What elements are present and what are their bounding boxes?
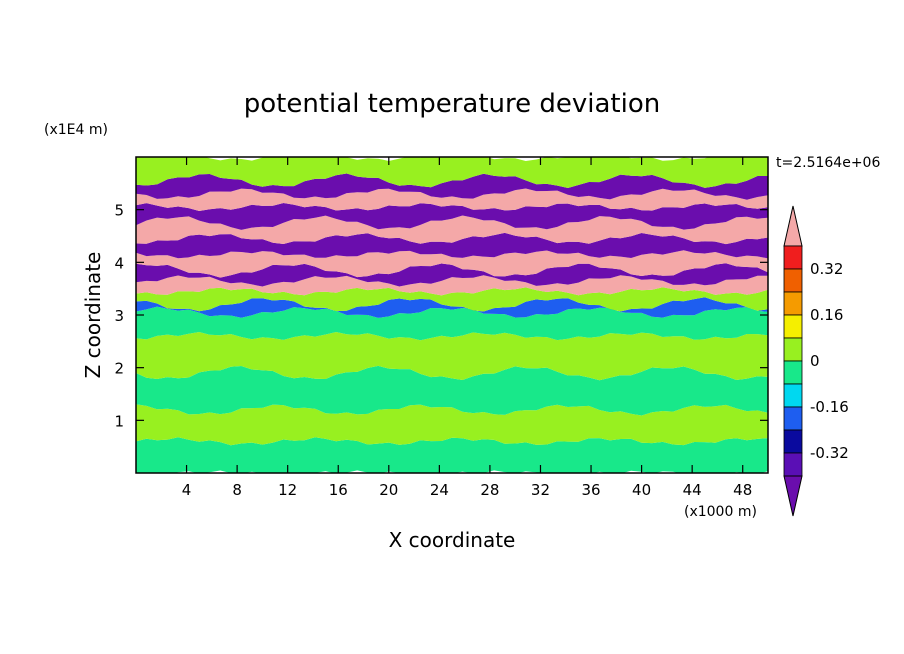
contour-band <box>136 275 768 296</box>
colorbar-tick-label: 0.32 <box>810 260 843 278</box>
contour-band <box>136 232 768 259</box>
colorbar-tick-label: -0.16 <box>810 398 849 416</box>
contour-band <box>136 306 768 341</box>
contour-field <box>136 157 768 473</box>
colorbar-segment <box>783 268 803 293</box>
colorbar-tick-label: 0 <box>810 352 820 370</box>
contour-band <box>136 157 768 188</box>
y-axis-title: Z coordinate <box>81 252 105 379</box>
colorbar-tick-label: -0.32 <box>810 444 849 462</box>
x-tick-label: 16 <box>329 481 348 499</box>
x-unit-label: (x1000 m) <box>684 504 757 520</box>
colorbar-segment <box>783 337 803 362</box>
x-tick-label: 36 <box>581 481 600 499</box>
contour-band <box>136 332 768 381</box>
contour-band <box>136 287 768 312</box>
colorbar-segment <box>783 314 803 339</box>
contour-band <box>136 404 768 446</box>
colorbar-top-arrow <box>783 205 803 247</box>
contour-band <box>136 173 768 200</box>
x-tick-label: 44 <box>683 481 702 499</box>
colorbar-segment <box>783 383 803 408</box>
x-axis-ticks: 4 8 12 16 20 24 28 32 36 40 44 48 <box>182 157 752 499</box>
contour-band <box>136 437 768 473</box>
contour-band <box>136 188 768 211</box>
colorbar-segment <box>783 291 803 316</box>
contour-band <box>136 263 768 287</box>
colorbar: 0.32 0.16 0 -0.16 -0.32 <box>783 205 849 517</box>
x-tick-label: 40 <box>632 481 651 499</box>
colorbar-segment <box>783 360 803 385</box>
colorbar-segment <box>783 406 803 431</box>
chart-title: potential temperature deviation <box>244 89 660 119</box>
colorbar-segment <box>783 245 803 270</box>
contour-band <box>136 250 768 278</box>
colorbar-segment <box>783 429 803 454</box>
time-label: t=2.5164e+06 <box>776 155 880 171</box>
x-tick-label: 24 <box>430 481 449 499</box>
y-axis-ticks: 1 2 3 4 5 <box>114 202 768 430</box>
colorbar-bottom-arrow <box>783 475 803 517</box>
x-tick-label: 4 <box>182 481 192 499</box>
y-tick-label: 4 <box>114 254 124 272</box>
x-tick-label: 28 <box>480 481 499 499</box>
y-tick-label: 3 <box>114 307 124 325</box>
colorbar-tick-label: 0.16 <box>810 306 843 324</box>
y-tick-label: 1 <box>114 412 124 430</box>
y-unit-label: (x1E4 m) <box>44 122 108 138</box>
x-axis-title: X coordinate <box>389 528 516 552</box>
contour-band <box>136 297 768 318</box>
y-tick-label: 2 <box>114 360 124 378</box>
x-tick-label: 32 <box>531 481 550 499</box>
x-tick-label: 20 <box>379 481 398 499</box>
colorbar-segment <box>783 452 803 477</box>
x-tick-label: 48 <box>733 481 752 499</box>
contour-band <box>136 203 768 230</box>
x-tick-label: 12 <box>278 481 297 499</box>
x-tick-label: 8 <box>232 481 242 499</box>
y-tick-label: 5 <box>114 202 124 220</box>
contour-band <box>136 215 768 245</box>
